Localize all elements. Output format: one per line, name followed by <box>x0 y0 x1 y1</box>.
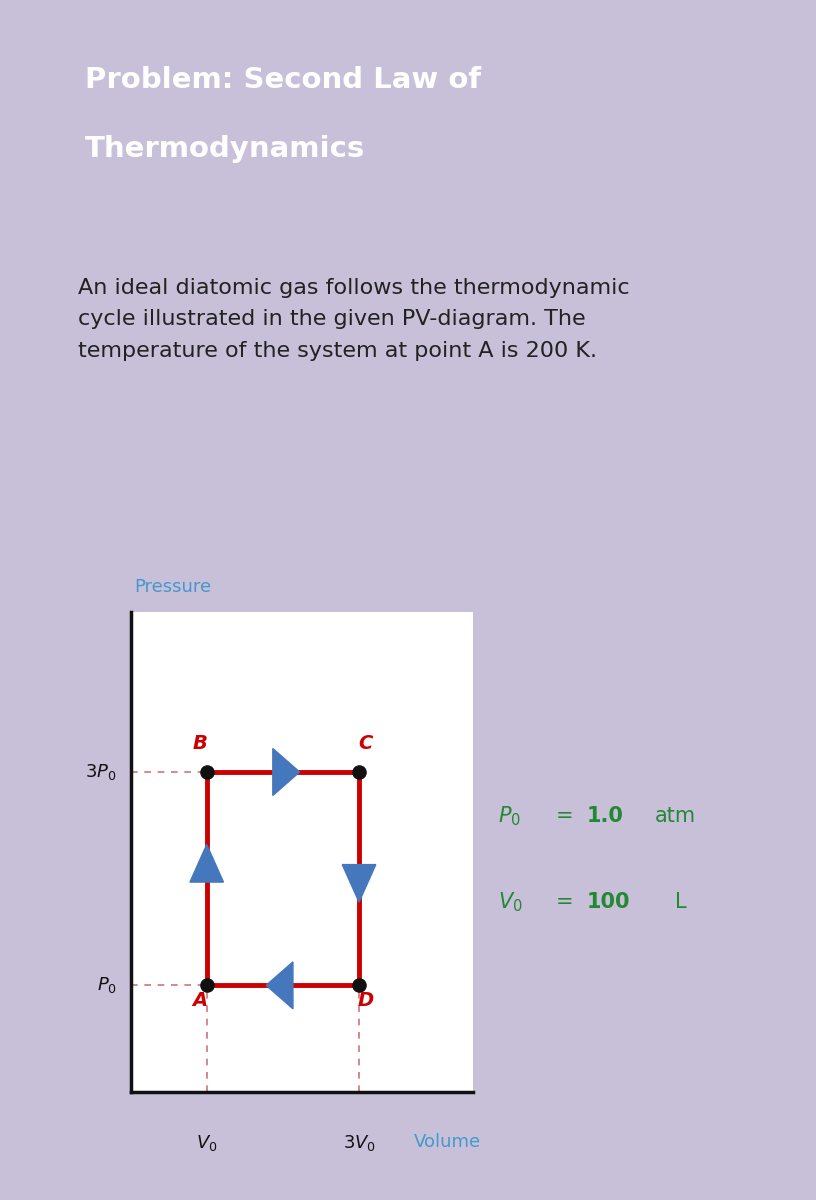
Text: An ideal diatomic gas follows the thermodynamic
cycle illustrated in the given P: An ideal diatomic gas follows the thermo… <box>78 278 629 360</box>
Text: $P_0$: $P_0$ <box>498 804 521 828</box>
Text: Problem: Second Law of: Problem: Second Law of <box>85 66 481 94</box>
Text: Volume: Volume <box>414 1133 481 1151</box>
Point <box>353 976 366 995</box>
Text: $V_0$: $V_0$ <box>196 1133 218 1152</box>
Point <box>200 762 213 781</box>
Text: A: A <box>193 991 207 1010</box>
Text: D: D <box>357 991 374 1010</box>
Text: $3V_0$: $3V_0$ <box>343 1133 375 1152</box>
Point <box>353 762 366 781</box>
Text: L: L <box>676 893 687 912</box>
Text: 1.0: 1.0 <box>587 806 623 826</box>
Polygon shape <box>266 962 293 1009</box>
Polygon shape <box>342 864 376 902</box>
Text: =: = <box>555 806 573 826</box>
Text: $3P_0$: $3P_0$ <box>86 762 117 782</box>
Text: =: = <box>555 893 573 912</box>
Point <box>200 976 213 995</box>
Text: atm: atm <box>655 806 696 826</box>
Polygon shape <box>273 749 299 796</box>
Text: $P_0$: $P_0$ <box>97 976 117 995</box>
Text: Thermodynamics: Thermodynamics <box>85 136 365 163</box>
Text: 100: 100 <box>587 893 630 912</box>
Text: B: B <box>193 733 207 752</box>
Text: Pressure: Pressure <box>135 578 211 596</box>
Text: $V_0$: $V_0$ <box>498 890 523 914</box>
Polygon shape <box>190 845 224 882</box>
Text: C: C <box>359 733 373 752</box>
